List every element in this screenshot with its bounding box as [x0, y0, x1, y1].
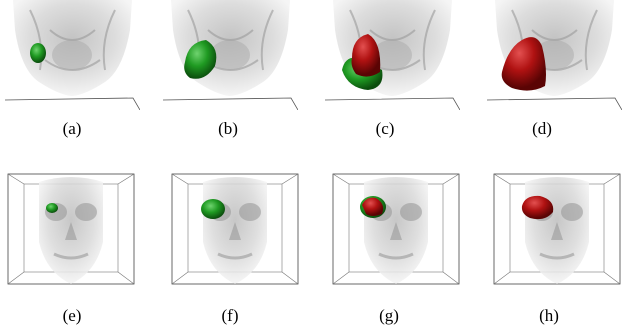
panel-g-image [333, 174, 459, 284]
panel-c-image [325, 0, 460, 110]
page: (a) (b) (c) (d) (e) (f) (g) (h) (() => {… [0, 0, 624, 333]
caption: (e) [63, 306, 82, 325]
caption: (f) [222, 306, 239, 325]
caption: (c) [376, 119, 395, 138]
panel-f-image [172, 174, 298, 284]
caption: (g) [379, 306, 399, 325]
caption: (b) [218, 119, 238, 138]
panel-a-image [5, 0, 140, 110]
panel-h-image [494, 174, 620, 284]
panel-b-image [163, 0, 298, 110]
figure: (a) (b) (c) (d) (e) (f) (g) (h) [0, 0, 624, 333]
caption: (a) [63, 119, 82, 138]
caption: (d) [532, 119, 552, 138]
caption: (h) [539, 306, 559, 325]
panel-e-image [8, 174, 134, 284]
panel-d-image [487, 0, 622, 110]
